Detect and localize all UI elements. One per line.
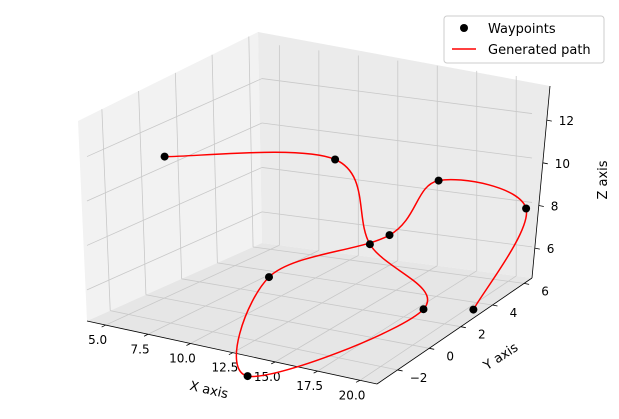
x-axis-line xyxy=(86,320,378,385)
y-grid-floor xyxy=(253,246,525,284)
y-tick-mark xyxy=(460,326,466,329)
floor-pane xyxy=(87,243,532,384)
waypoint-marker xyxy=(469,305,478,314)
axis-lines xyxy=(86,85,551,385)
legend-path-label: Generated path xyxy=(488,43,591,58)
x-axis-label: X axis xyxy=(188,379,230,402)
y-tick-mark xyxy=(397,369,403,372)
z-tick-label: 12 xyxy=(559,114,574,128)
x-tick-label: 5.0 xyxy=(88,333,107,347)
z-tick-mark xyxy=(546,119,552,122)
z-grid-back xyxy=(261,167,533,203)
legend-waypoints-label: Waypoints xyxy=(488,22,556,37)
y-grid-left xyxy=(248,36,254,247)
z-tick-mark xyxy=(534,247,540,250)
y-grid-floor xyxy=(181,278,461,328)
path-layer xyxy=(164,151,528,378)
grid-lines xyxy=(86,36,533,381)
waypoint-marker xyxy=(365,240,374,249)
x-tick-label: 17.5 xyxy=(296,379,323,393)
y-axis-label: Y axis xyxy=(480,340,521,374)
z-ticks: 6 8 10 12 xyxy=(534,114,574,256)
z-tick-label: 8 xyxy=(551,199,559,213)
x-tick-mark xyxy=(101,324,106,328)
waypoint-marker xyxy=(522,204,531,213)
waypoint-marker xyxy=(331,155,340,164)
x-tick-mark xyxy=(355,379,361,383)
z-axis-label: Z axis xyxy=(596,160,611,199)
y-grid-left xyxy=(211,54,218,263)
y-tick-mark xyxy=(492,304,498,307)
y-grid-floor xyxy=(110,310,398,371)
waypoint-marker xyxy=(385,231,394,240)
y-ticks: −2 0 2 4 6 xyxy=(397,283,549,385)
x-grid-floor xyxy=(317,270,477,372)
x-grid-floor xyxy=(359,275,517,381)
z-tick-label: 10 xyxy=(555,157,570,171)
y-tick-label: 4 xyxy=(510,306,518,320)
y-tick-label: −2 xyxy=(410,371,428,385)
x-tick-mark xyxy=(228,352,234,356)
z-tick-label: 6 xyxy=(547,242,555,256)
z-tick-mark xyxy=(542,162,548,165)
y-grid-left xyxy=(138,91,147,295)
x-tick-label: 7.5 xyxy=(131,342,150,356)
x-tick-mark xyxy=(143,333,149,337)
x-grid-floor xyxy=(190,255,359,344)
x-tick-label: 20.0 xyxy=(339,388,366,402)
x-tick-mark xyxy=(313,370,318,374)
x-grid-floor xyxy=(105,244,280,326)
y-grid-floor xyxy=(145,294,430,349)
x-grid-floor xyxy=(275,265,438,363)
y-tick-mark xyxy=(429,347,435,350)
y-grid-floor xyxy=(217,262,493,306)
z-grid-left xyxy=(86,211,263,291)
z-tick-mark xyxy=(538,205,544,207)
legend: Waypoints Generated path xyxy=(443,15,605,64)
y-grid-left xyxy=(174,72,183,279)
x-tick-mark xyxy=(186,343,191,346)
waypoint-marker xyxy=(419,305,428,314)
waypoint-marker xyxy=(265,273,273,282)
y-tick-label: 2 xyxy=(478,328,486,342)
y-tick-label: 6 xyxy=(541,284,549,298)
y-tick-label: 0 xyxy=(446,349,454,363)
z-grid-back xyxy=(261,122,533,159)
x-grid-floor xyxy=(232,260,398,354)
z-grid-left xyxy=(86,122,263,202)
generated-path-line xyxy=(164,151,528,378)
legend-frame xyxy=(443,15,605,64)
left-pane xyxy=(78,32,262,321)
z-grid-left xyxy=(86,167,263,246)
waypoint-marker xyxy=(160,152,169,161)
y-tick-mark xyxy=(524,283,530,285)
z-grid-left xyxy=(86,78,263,157)
z-grid-back xyxy=(261,78,533,114)
z-axis-line xyxy=(531,85,551,279)
legend-waypoints-marker xyxy=(460,24,468,32)
y-grid-left xyxy=(101,109,111,311)
waypoint-marker xyxy=(434,176,443,185)
x-tick-label: 10.0 xyxy=(169,351,196,365)
x-tick-label: 12.5 xyxy=(211,361,238,375)
y-axis-line xyxy=(376,277,533,385)
waypoint-marker xyxy=(243,372,252,381)
x-tick-mark xyxy=(271,361,276,365)
points-layer xyxy=(160,152,531,381)
